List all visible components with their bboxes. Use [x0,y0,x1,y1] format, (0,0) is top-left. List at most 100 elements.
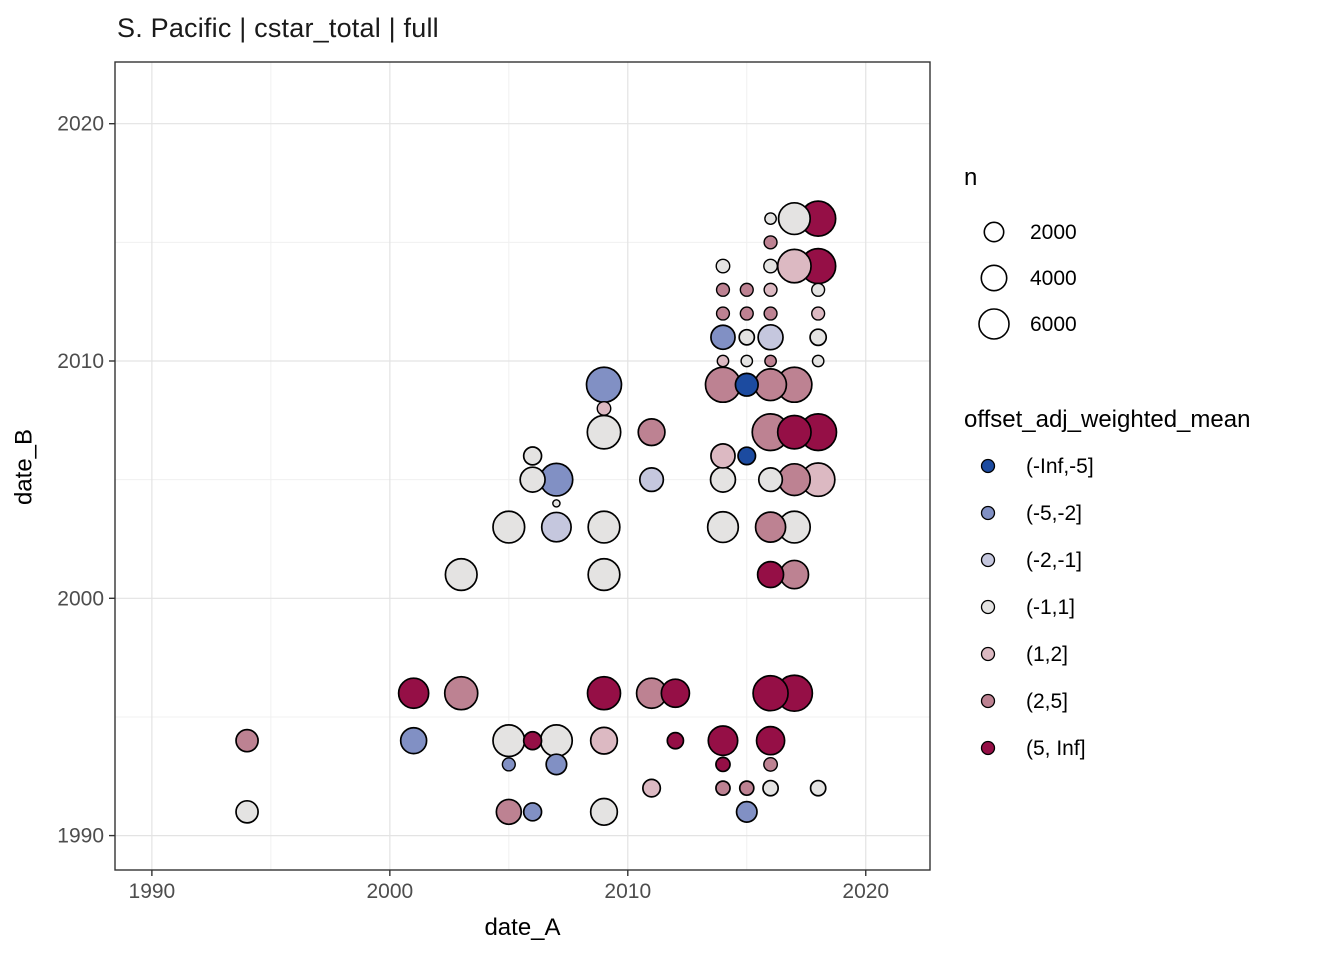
data-point [738,328,756,346]
data-point [811,306,826,321]
data-point [539,724,574,758]
data-point [552,499,561,508]
data-point [737,446,757,466]
data-point [740,354,754,368]
data-point [763,258,779,274]
data-point [519,466,546,493]
data-point [757,323,784,351]
data-point [492,510,526,544]
data-point [642,778,662,798]
data-point [811,354,825,368]
data-point [522,730,543,751]
color-legend-dot [980,646,996,662]
color-legend-label: (1,2] [1026,643,1068,666]
data-point [399,726,428,755]
data-point [809,779,827,797]
data-point [777,462,812,497]
data-point [809,328,828,347]
data-point [716,354,730,368]
data-point [715,282,731,297]
data-point [638,467,665,493]
data-point [540,511,572,543]
y-tick-label: 2020 [57,113,104,136]
size-legend-label: 2000 [1030,221,1077,244]
color-legend-dot [980,599,996,615]
data-point [495,798,523,826]
data-point [235,799,259,824]
data-point [763,235,778,250]
data-point [754,511,787,543]
size-legend-circle [978,308,1010,340]
data-point [637,418,666,447]
data-point [777,201,812,236]
panel-border [114,61,931,871]
data-point [501,757,516,772]
x-tick-label: 2000 [366,880,413,903]
data-point [586,414,622,450]
data-point [757,467,784,493]
color-legend-label: (-1,1] [1026,596,1075,619]
x-tick-label: 2010 [604,880,651,903]
data-point [739,282,754,297]
data-point [585,366,623,404]
x-tick-label: 1990 [129,880,176,903]
data-point [589,726,619,755]
data-point [752,674,789,712]
data-point [707,725,739,757]
data-point [763,306,778,321]
data-point [444,557,478,592]
chart-title: S. Pacific | cstar_total | full [117,13,439,43]
color-legend-label: (5, Inf] [1026,737,1086,760]
data-point [756,560,785,589]
color-legend-label: (2,5] [1026,690,1068,713]
data-point [776,248,812,284]
data-point [660,678,691,709]
color-legend-label: (-5,-2] [1026,502,1082,525]
data-point [596,401,612,416]
data-point [709,466,737,493]
data-point [735,800,758,823]
data-point [715,756,731,773]
color-legend-label: (-Inf,-5] [1026,455,1094,478]
data-point [522,446,543,466]
data-point [715,258,731,274]
data-point [763,756,779,772]
size-legend-label: 6000 [1030,313,1077,336]
size-legend-label: 4000 [1030,267,1077,290]
data-point [753,368,788,402]
color-legend-label: (-2,-1] [1026,549,1082,572]
data-point [779,559,810,590]
data-point [715,306,731,321]
data-point [586,675,622,711]
data-point [762,779,780,797]
data-point [235,728,259,753]
data-point [397,677,430,710]
data-point [522,802,543,822]
data-point [739,306,754,321]
data-point [710,324,736,351]
data-point [776,414,812,450]
data-point [734,372,759,397]
y-axis-title: date_B [10,428,38,506]
x-axis-title: date_A [484,914,561,941]
y-tick-label: 2010 [57,350,104,373]
color-legend-title: offset_adj_weighted_mean [964,406,1251,433]
data-point [587,510,621,544]
y-tick-label: 1990 [57,825,104,848]
y-tick-label: 2000 [57,587,104,610]
color-legend-dot [980,693,996,709]
data-point [666,731,685,750]
x-tick-label: 2020 [842,880,889,903]
data-point [706,510,740,544]
data-point [545,753,568,776]
color-legend-dot [980,505,996,521]
data-point [764,212,777,226]
size-legend-circle [980,264,1008,292]
color-legend-dot [980,740,996,756]
data-point [755,725,786,756]
data-point [492,724,526,758]
data-point [715,780,731,797]
data-point [738,780,755,797]
